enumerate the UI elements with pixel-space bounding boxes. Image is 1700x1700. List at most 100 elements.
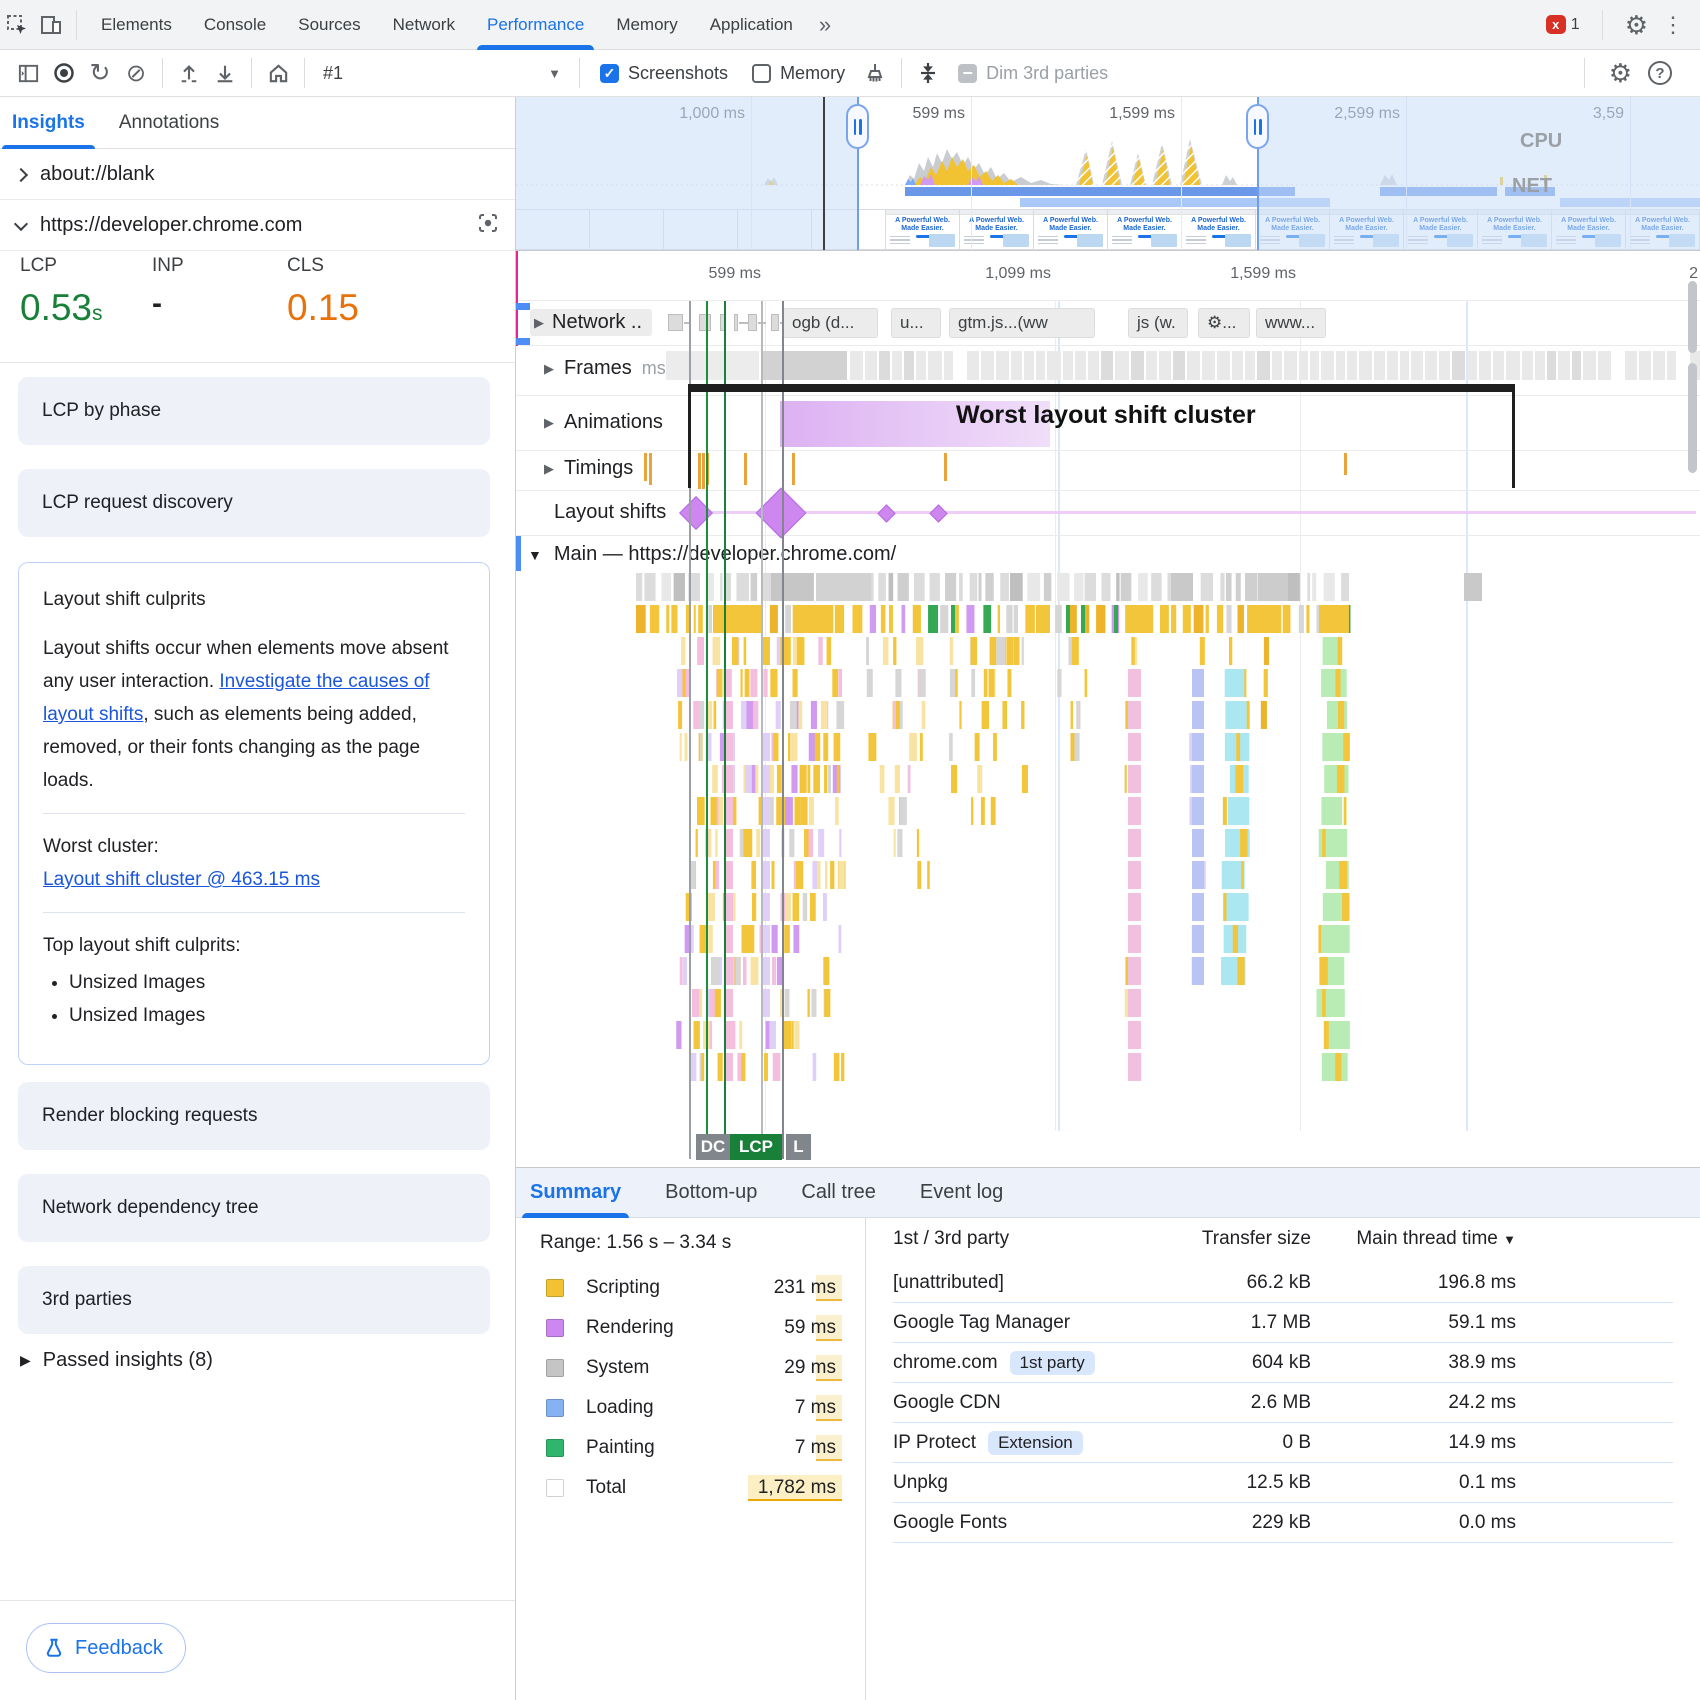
- frame-segment[interactable]: [1202, 351, 1216, 380]
- filmstrip-cell[interactable]: A Powerful Web.Made Easier.: [1034, 209, 1108, 250]
- error-badge[interactable]: x 1: [1545, 15, 1580, 34]
- window-right-handle[interactable]: [1246, 104, 1269, 149]
- frame-segment[interactable]: [1217, 351, 1231, 380]
- timing-marker[interactable]: [644, 453, 647, 481]
- column-header-party[interactable]: 1st / 3rd party: [893, 1228, 1010, 1249]
- frame-segment[interactable]: [761, 351, 847, 380]
- collect-garbage-icon[interactable]: [857, 55, 893, 91]
- settings-gear-icon[interactable]: ⚙: [1624, 9, 1648, 40]
- frame-segment[interactable]: [892, 351, 902, 380]
- frame-segment[interactable]: [1535, 351, 1546, 380]
- frame-segment[interactable]: [1359, 351, 1373, 380]
- frame-segment[interactable]: [1046, 351, 1061, 380]
- tab-console[interactable]: Console: [203, 14, 267, 34]
- insight-card-3rd-parties[interactable]: 3rd parties: [18, 1266, 490, 1334]
- network-request-bar[interactable]: [668, 314, 683, 331]
- frame-segment[interactable]: [878, 351, 891, 380]
- frame-segment[interactable]: [1321, 351, 1335, 380]
- tab-call-tree[interactable]: Call tree: [801, 1181, 876, 1203]
- frame-segment[interactable]: [1387, 351, 1398, 380]
- feedback-button[interactable]: Feedback: [26, 1623, 186, 1673]
- navigation-about-blank[interactable]: about://blank: [0, 150, 515, 200]
- table-row[interactable]: Google Fonts 229 kB 0.0 ms: [893, 1503, 1673, 1543]
- download-profile-icon[interactable]: [207, 55, 243, 91]
- frame-segment[interactable]: [996, 351, 1009, 380]
- tab-insights[interactable]: Insights: [2, 97, 95, 149]
- table-row[interactable]: Google CDN 2.6 MB 24.2 ms: [893, 1383, 1673, 1423]
- frame-segment[interactable]: [1336, 351, 1346, 380]
- frame-segment[interactable]: [1521, 351, 1533, 380]
- frame-segment[interactable]: [1146, 351, 1158, 380]
- frame-segment[interactable]: [1625, 351, 1637, 380]
- clear-icon[interactable]: ⊘: [125, 59, 147, 87]
- timing-marker[interactable]: [792, 453, 795, 485]
- insight-card-lcp-by-phase[interactable]: LCP by phase: [18, 377, 490, 445]
- filmstrip-cell[interactable]: A Powerful Web.Made Easier.: [1182, 209, 1256, 250]
- frame-segment[interactable]: [1582, 351, 1596, 380]
- column-header-main-thread-time[interactable]: Main thread time ▼: [1356, 1228, 1516, 1249]
- layout-shifts-track[interactable]: [516, 491, 1700, 536]
- reload-record-icon[interactable]: ↻: [89, 59, 111, 87]
- tab-memory[interactable]: Memory: [616, 14, 678, 34]
- inspect-element-icon[interactable]: [0, 8, 34, 42]
- frame-segment[interactable]: [1467, 351, 1478, 380]
- frame-segment[interactable]: [1653, 351, 1666, 380]
- tab-annotations[interactable]: Annotations: [118, 111, 220, 133]
- insight-card-layout-shift-culprits[interactable]: Layout shift culprits Layout shifts occu…: [18, 562, 490, 1065]
- timing-marker[interactable]: [744, 453, 747, 485]
- frame-segment[interactable]: [1505, 351, 1520, 380]
- frame-segment[interactable]: [915, 351, 926, 380]
- worst-cluster-link[interactable]: Layout shift cluster @ 463.15 ms: [43, 869, 320, 890]
- frames-track-label[interactable]: ▶ Frames ms: [544, 357, 666, 379]
- frame-segment[interactable]: [1399, 351, 1410, 380]
- tab-summary[interactable]: Summary: [521, 1168, 630, 1218]
- window-left-handle[interactable]: [846, 104, 869, 149]
- frame-segment[interactable]: [1173, 351, 1185, 380]
- frame-segment[interactable]: [1159, 351, 1172, 380]
- frame-segment[interactable]: [1087, 351, 1100, 380]
- table-row[interactable]: IP Protect Extension 0 B 14.9 ms: [893, 1423, 1673, 1463]
- passed-insights-toggle[interactable]: ▶ Passed insights (8): [20, 1349, 213, 1372]
- frame-segment[interactable]: [1638, 351, 1652, 380]
- frame-segment[interactable]: [1130, 351, 1144, 380]
- frame-segment[interactable]: [1272, 351, 1283, 380]
- frame-segment[interactable]: [1451, 351, 1466, 380]
- frame-segment[interactable]: [865, 351, 877, 380]
- scrollbar-thumb[interactable]: [1688, 363, 1697, 473]
- timing-marker[interactable]: [649, 453, 652, 485]
- frame-segment[interactable]: [850, 351, 864, 380]
- network-request-chip[interactable]: gtm.js...(ww: [949, 308, 1095, 338]
- timing-marker[interactable]: [698, 453, 701, 489]
- network-request-chip[interactable]: u...: [891, 308, 941, 338]
- tab-sources[interactable]: Sources: [298, 14, 361, 34]
- frame-segment[interactable]: [903, 351, 914, 380]
- filmstrip-cell[interactable]: A Powerful Web.Made Easier.: [1108, 209, 1182, 250]
- frame-segment[interactable]: [1115, 351, 1129, 380]
- timeline-overview[interactable]: A Powerful Web. Made Easier. A Powerful We…: [516, 97, 1700, 250]
- record-icon[interactable]: [46, 55, 82, 91]
- frame-segment[interactable]: [1309, 351, 1320, 380]
- insight-card-lcp-request-discovery[interactable]: LCP request discovery: [18, 469, 490, 537]
- frame-segment[interactable]: [1492, 351, 1504, 380]
- frame-segment[interactable]: [1667, 351, 1677, 380]
- session-select[interactable]: #1 ▼: [313, 63, 571, 84]
- kebab-menu-icon[interactable]: ⋮: [1662, 11, 1684, 37]
- tab-event-log[interactable]: Event log: [919, 1181, 1004, 1203]
- animations-track-label[interactable]: ▶ Animations: [544, 411, 663, 433]
- frame-segment[interactable]: [1479, 351, 1491, 380]
- table-row[interactable]: chrome.com 1st party 604 kB 38.9 ms: [893, 1343, 1673, 1383]
- frame-segment[interactable]: [1035, 351, 1045, 380]
- capture-settings-gear-icon[interactable]: ⚙: [1608, 58, 1632, 88]
- frame-segment[interactable]: [981, 351, 995, 380]
- tab-performance[interactable]: Performance: [471, 0, 600, 50]
- help-icon[interactable]: ?: [1648, 61, 1672, 85]
- timings-track-label[interactable]: ▶ Timings: [544, 457, 634, 479]
- network-track[interactable]: [516, 301, 1700, 346]
- frame-segment[interactable]: [943, 351, 953, 380]
- timings-track[interactable]: [516, 451, 1700, 491]
- timing-marker[interactable]: [702, 453, 705, 489]
- field-capture-icon[interactable]: [477, 212, 499, 240]
- frame-segment[interactable]: [1347, 351, 1357, 380]
- collapse-tracks-icon[interactable]: [910, 55, 946, 91]
- column-header-transfer-size[interactable]: Transfer size: [1201, 1228, 1311, 1249]
